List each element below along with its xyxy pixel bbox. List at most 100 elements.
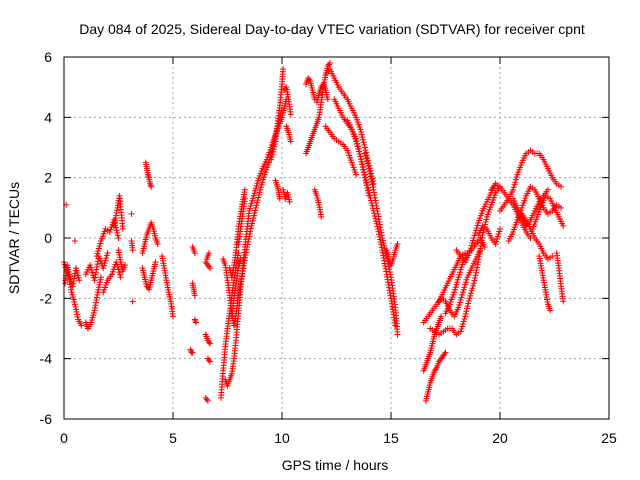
data-point	[256, 189, 263, 196]
data-point	[361, 150, 368, 157]
data-point	[459, 289, 466, 296]
data-point	[469, 285, 476, 292]
data-point	[247, 225, 254, 232]
data-point	[494, 236, 501, 243]
data-point	[116, 271, 123, 278]
data-point	[359, 161, 366, 168]
data-point	[357, 126, 364, 133]
data-point	[96, 281, 103, 288]
data-point	[453, 281, 460, 288]
data-point	[191, 250, 198, 257]
data-point	[468, 287, 475, 294]
data-point	[271, 143, 278, 150]
data-point	[207, 265, 214, 272]
data-point	[458, 326, 465, 333]
data-point	[257, 186, 264, 193]
data-point	[558, 204, 565, 211]
data-point	[456, 301, 463, 308]
data-point	[438, 313, 445, 320]
data-point	[122, 262, 129, 269]
data-point	[250, 215, 257, 222]
data-point	[249, 217, 256, 224]
data-point	[94, 250, 101, 257]
data-point	[461, 315, 468, 322]
data-point	[386, 266, 393, 273]
data-point	[253, 182, 260, 189]
data-point	[241, 186, 248, 193]
data-point	[101, 260, 108, 267]
data-point	[191, 292, 198, 299]
data-point	[250, 192, 257, 199]
data-point	[102, 257, 109, 264]
data-point	[470, 235, 477, 241]
data-point	[247, 205, 254, 212]
data-point	[246, 207, 253, 214]
data-point	[462, 310, 469, 317]
y-axis-label: SDTVAR / TECUs	[6, 182, 22, 294]
data-point	[457, 328, 464, 335]
data-point	[492, 241, 499, 248]
data-point	[265, 159, 272, 166]
data-point	[558, 183, 565, 190]
data-point	[360, 139, 367, 146]
tick-labels: 0 5 10 15 20 25 -6 -4 -2 0 2 4 6	[40, 49, 617, 446]
data-point	[494, 233, 501, 240]
y-tick-label: 2	[44, 170, 52, 186]
data-point	[457, 296, 464, 303]
data-point	[363, 179, 370, 186]
data-point	[463, 308, 470, 315]
data-point	[356, 151, 363, 158]
data-point	[360, 166, 367, 173]
data-point	[361, 141, 368, 148]
data-point	[511, 181, 518, 188]
data-point	[461, 284, 468, 291]
data-point	[129, 247, 136, 254]
data-point	[547, 307, 554, 314]
data-point	[204, 397, 211, 404]
data-point	[463, 305, 470, 312]
axis-ticks	[63, 56, 610, 420]
data-point	[72, 306, 79, 313]
data-point	[73, 308, 80, 315]
data-point	[359, 163, 366, 170]
data-point	[544, 186, 551, 193]
data-point	[463, 276, 470, 283]
data-point	[467, 290, 474, 297]
data-point	[103, 255, 110, 262]
y-tick-label: -4	[40, 351, 53, 367]
data-point	[482, 219, 489, 226]
data-point	[474, 261, 481, 268]
data-point	[245, 236, 252, 243]
data-point	[246, 233, 253, 240]
data-point	[252, 187, 259, 194]
data-point	[457, 299, 464, 306]
data-point	[369, 181, 376, 188]
data-point	[170, 313, 176, 320]
data-point	[364, 160, 371, 167]
data-point	[114, 229, 121, 236]
data-point	[362, 153, 369, 160]
data-point	[269, 148, 276, 155]
data-point	[474, 264, 481, 271]
data-point	[361, 144, 368, 151]
data-point	[364, 158, 371, 165]
data-point	[471, 274, 478, 281]
data-point	[271, 141, 278, 148]
data-point	[269, 151, 276, 158]
data-point	[358, 158, 365, 165]
data-point	[368, 176, 375, 183]
y-tick-label: 0	[44, 230, 52, 246]
data-point	[358, 128, 365, 135]
data-point	[459, 320, 466, 327]
data-point	[381, 242, 388, 249]
data-point	[100, 262, 107, 269]
data-point	[363, 176, 370, 183]
data-point	[358, 131, 365, 138]
data-point	[455, 274, 462, 281]
data-point	[471, 277, 478, 284]
data-point	[260, 174, 267, 181]
data-point	[71, 301, 78, 308]
data-point	[255, 191, 262, 198]
data-point	[259, 179, 266, 186]
data-point	[268, 156, 275, 163]
